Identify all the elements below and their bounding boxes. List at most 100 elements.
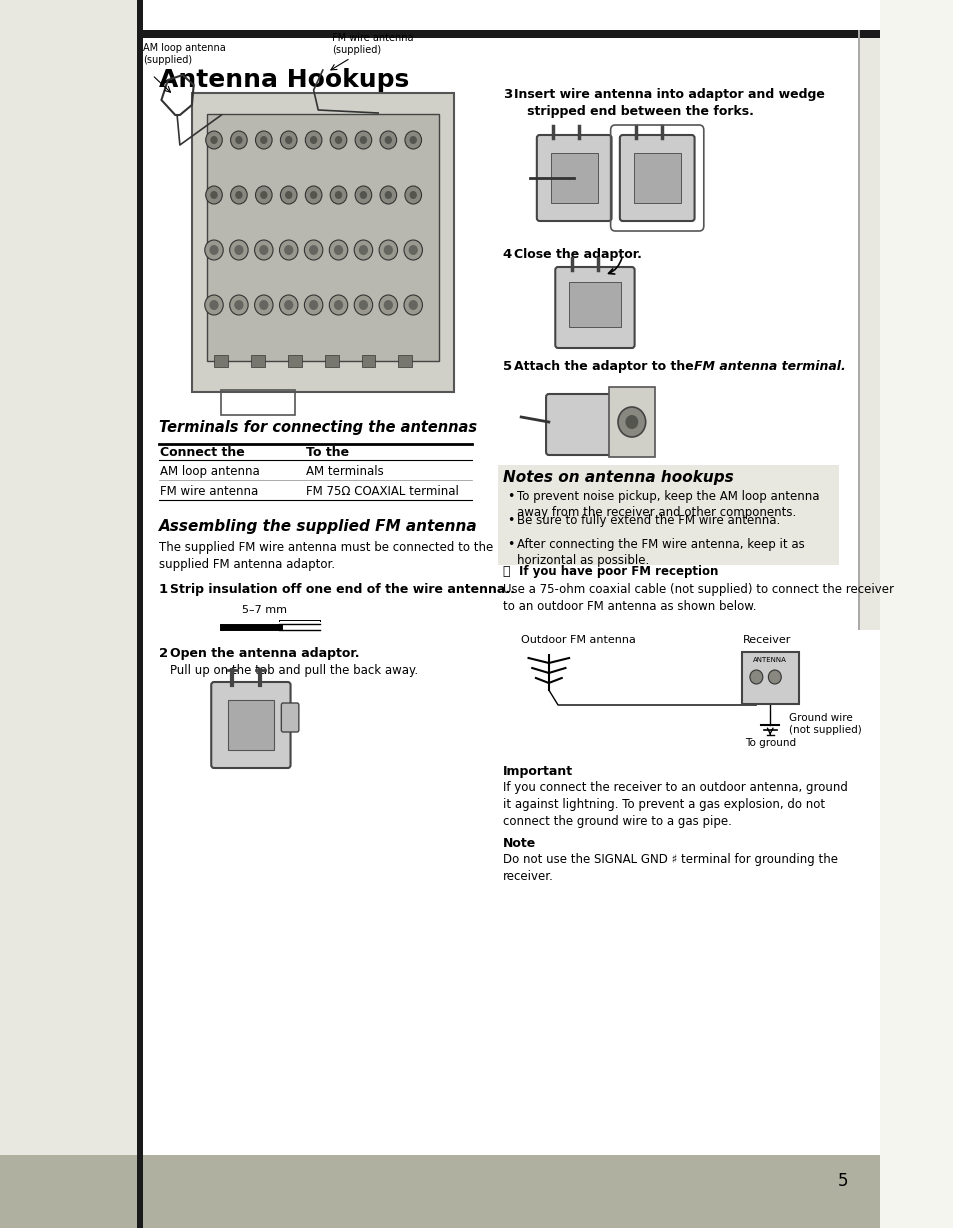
FancyBboxPatch shape: [545, 394, 611, 456]
Circle shape: [284, 300, 293, 309]
FancyBboxPatch shape: [537, 135, 611, 221]
Bar: [143, 29, 879, 38]
Bar: [633, 154, 680, 203]
FancyBboxPatch shape: [207, 114, 438, 361]
Bar: [608, 387, 654, 457]
Bar: [857, 29, 859, 630]
Circle shape: [378, 239, 397, 260]
Circle shape: [749, 670, 762, 684]
Text: 5: 5: [838, 1172, 848, 1190]
Text: 5–7 mm: 5–7 mm: [242, 605, 287, 615]
Circle shape: [259, 300, 268, 309]
Circle shape: [260, 192, 267, 199]
Circle shape: [285, 192, 293, 199]
Bar: [136, 0, 143, 1228]
Circle shape: [359, 192, 367, 199]
Circle shape: [334, 246, 343, 255]
Text: Insert wire antenna into adaptor and wedge
   stripped end between the forks.: Insert wire antenna into adaptor and wed…: [514, 88, 823, 118]
Text: 🔊: 🔊: [502, 565, 510, 578]
FancyBboxPatch shape: [619, 135, 694, 221]
Bar: [251, 355, 264, 367]
Text: Close the adaptor.: Close the adaptor.: [514, 248, 641, 262]
Text: •: •: [507, 490, 515, 503]
FancyBboxPatch shape: [211, 682, 291, 768]
Circle shape: [259, 246, 268, 255]
Circle shape: [235, 192, 242, 199]
Text: Be sure to fully extend the FM wire antenna.: Be sure to fully extend the FM wire ante…: [516, 515, 779, 527]
Circle shape: [355, 185, 372, 204]
Circle shape: [230, 239, 248, 260]
Circle shape: [280, 185, 296, 204]
Text: To prevent noise pickup, keep the AM loop antenna
away from the receiver and oth: To prevent noise pickup, keep the AM loo…: [516, 490, 819, 519]
Circle shape: [383, 246, 393, 255]
Text: AM terminals: AM terminals: [306, 465, 384, 478]
Text: 5: 5: [502, 360, 512, 373]
Bar: [288, 355, 301, 367]
Text: Terminals for connecting the antennas: Terminals for connecting the antennas: [158, 420, 476, 435]
Circle shape: [310, 136, 317, 144]
Circle shape: [310, 192, 317, 199]
Text: Pull up on the tab and pull the back away.: Pull up on the tab and pull the back awa…: [170, 664, 417, 677]
Circle shape: [354, 239, 373, 260]
Circle shape: [231, 185, 247, 204]
Text: AM loop antenna
(supplied): AM loop antenna (supplied): [143, 43, 226, 65]
Circle shape: [255, 185, 272, 204]
Text: FM wire antenna
(supplied): FM wire antenna (supplied): [332, 33, 414, 55]
Circle shape: [205, 295, 223, 316]
Text: Open the antenna adaptor.: Open the antenna adaptor.: [170, 647, 359, 659]
Bar: [550, 154, 598, 203]
Bar: [569, 282, 620, 327]
Circle shape: [231, 131, 247, 149]
FancyBboxPatch shape: [143, 0, 879, 1228]
Circle shape: [358, 246, 368, 255]
Text: Receiver: Receiver: [741, 635, 790, 645]
Circle shape: [355, 131, 372, 149]
Text: Use a 75-ohm coaxial cable (not supplied) to connect the receiver
to an outdoor : Use a 75-ohm coaxial cable (not supplied…: [502, 583, 893, 613]
Text: To the: To the: [306, 446, 349, 459]
Circle shape: [618, 406, 645, 437]
Bar: [228, 700, 274, 750]
Text: 4: 4: [502, 248, 512, 262]
Circle shape: [625, 415, 638, 429]
Circle shape: [210, 192, 217, 199]
Text: Important: Important: [502, 765, 572, 779]
FancyBboxPatch shape: [0, 0, 143, 1228]
FancyBboxPatch shape: [740, 652, 798, 704]
Circle shape: [209, 300, 218, 309]
Circle shape: [403, 295, 422, 316]
Circle shape: [234, 300, 243, 309]
Text: Connect the: Connect the: [160, 446, 245, 459]
Circle shape: [383, 300, 393, 309]
Circle shape: [384, 192, 392, 199]
Circle shape: [404, 185, 421, 204]
Circle shape: [409, 136, 416, 144]
Circle shape: [404, 131, 421, 149]
Text: •: •: [507, 515, 515, 527]
Circle shape: [767, 670, 781, 684]
Circle shape: [379, 131, 396, 149]
Bar: [398, 355, 412, 367]
Circle shape: [309, 246, 318, 255]
Circle shape: [209, 246, 218, 255]
Circle shape: [408, 300, 417, 309]
Circle shape: [354, 295, 373, 316]
Circle shape: [234, 246, 243, 255]
Circle shape: [305, 185, 321, 204]
Circle shape: [403, 239, 422, 260]
Circle shape: [255, 131, 272, 149]
Bar: [324, 355, 338, 367]
Circle shape: [206, 131, 222, 149]
Circle shape: [279, 295, 297, 316]
Text: Note: Note: [502, 837, 536, 850]
Circle shape: [329, 295, 348, 316]
FancyBboxPatch shape: [136, 1156, 143, 1228]
Text: 2: 2: [158, 647, 168, 659]
Circle shape: [330, 131, 347, 149]
Text: FM wire antenna: FM wire antenna: [160, 485, 258, 499]
Circle shape: [205, 239, 223, 260]
Circle shape: [409, 192, 416, 199]
Text: Outdoor FM antenna: Outdoor FM antenna: [520, 635, 636, 645]
Text: Assembling the supplied FM antenna: Assembling the supplied FM antenna: [158, 519, 476, 534]
Text: AM loop antenna: AM loop antenna: [160, 465, 260, 478]
Circle shape: [335, 136, 342, 144]
